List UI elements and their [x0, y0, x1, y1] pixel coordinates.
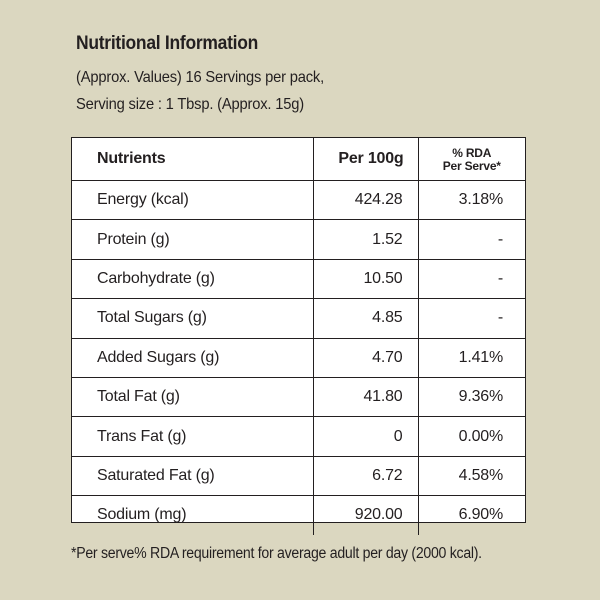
rda-value: 0.00% [417, 416, 525, 457]
per-100g-value: 6.72 [312, 455, 419, 497]
nutrient-name: Carbohydrate (g) [72, 258, 314, 300]
rda-header-line1: % RDA [452, 146, 492, 160]
column-header-nutrients: Nutrients [72, 138, 314, 181]
table-row: Total Sugars (g) 4.85 - [72, 298, 525, 339]
nutrient-name: Total Sugars (g) [72, 298, 314, 339]
rda-value: - [417, 219, 525, 260]
footnote: *Per serve% RDA requirement for average … [71, 545, 482, 562]
table-row: Protein (g) 1.52 - [72, 219, 525, 260]
per-100g-value: 41.80 [312, 376, 419, 418]
nutrient-name: Protein (g) [72, 219, 314, 260]
nutrient-name: Energy (kcal) [72, 179, 314, 221]
nutrient-name: Total Fat (g) [72, 376, 314, 418]
page-title: Nutritional Information [76, 33, 259, 54]
column-header-per-100g: Per 100g [312, 138, 419, 181]
table-row: Saturated Fat (g) 6.72 4.58% [72, 455, 525, 497]
rda-value: 4.58% [417, 455, 525, 497]
table-row: Added Sugars (g) 4.70 1.41% [72, 337, 525, 378]
nutrient-name: Trans Fat (g) [72, 416, 314, 457]
per-100g-value: 424.28 [312, 179, 419, 221]
rda-value: - [417, 258, 525, 300]
column-header-rda: % RDA Per Serve* [417, 138, 525, 181]
table-row: Energy (kcal) 424.28 3.18% [72, 179, 525, 221]
table-row: Carbohydrate (g) 10.50 - [72, 258, 525, 300]
rda-value: - [417, 298, 525, 339]
nutrition-table: Nutrients Per 100g % RDA Per Serve* Ener… [72, 138, 525, 535]
table-row: Sodium (mg) 920.00 6.90% [72, 495, 525, 535]
nutrient-name: Saturated Fat (g) [72, 455, 314, 497]
per-100g-value: 920.00 [312, 495, 419, 535]
nutrient-name: Added Sugars (g) [72, 337, 314, 378]
per-100g-value: 1.52 [312, 219, 419, 260]
per-100g-value: 4.85 [312, 298, 419, 339]
serving-size-info: Serving size : 1 Tbsp. (Approx. 15g) [76, 96, 304, 113]
rda-value: 1.41% [417, 337, 525, 378]
per-100g-value: 10.50 [312, 258, 419, 300]
per-100g-value: 4.70 [312, 337, 419, 378]
table-row: Total Fat (g) 41.80 9.36% [72, 376, 525, 418]
rda-value: 3.18% [417, 179, 525, 221]
rda-value: 9.36% [417, 376, 525, 418]
per-100g-value: 0 [312, 416, 419, 457]
rda-value: 6.90% [417, 495, 525, 535]
rda-header-line2: Per Serve* [442, 159, 501, 173]
servings-info: (Approx. Values) 16 Servings per pack, [76, 69, 325, 86]
table-row: Trans Fat (g) 0 0.00% [72, 416, 525, 457]
table-header-row: Nutrients Per 100g % RDA Per Serve* [72, 138, 525, 181]
nutrition-table-panel: Nutrients Per 100g % RDA Per Serve* Ener… [71, 137, 526, 535]
nutrient-name: Sodium (mg) [72, 495, 314, 535]
